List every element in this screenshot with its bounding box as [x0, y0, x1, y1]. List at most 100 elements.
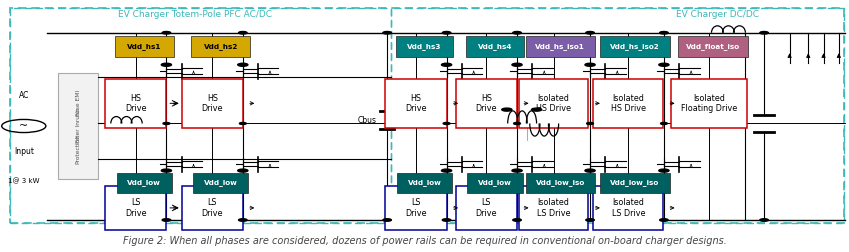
Bar [385, 186, 447, 230]
Bar [467, 173, 522, 193]
Bar [191, 36, 250, 57]
Circle shape [660, 219, 668, 221]
Circle shape [587, 122, 593, 124]
Circle shape [760, 32, 768, 34]
Circle shape [162, 219, 171, 221]
Bar [385, 79, 447, 128]
Bar [115, 36, 174, 57]
Text: LS
Drive: LS Drive [405, 198, 427, 217]
Text: Vdd_low: Vdd_low [408, 179, 441, 186]
Circle shape [531, 108, 542, 111]
Circle shape [161, 169, 171, 172]
Circle shape [760, 219, 768, 221]
Circle shape [162, 32, 171, 34]
Bar [117, 173, 171, 193]
Circle shape [514, 122, 520, 124]
Bar [10, 8, 844, 223]
Text: Input: Input [14, 147, 34, 156]
Circle shape [513, 219, 521, 221]
Text: LS
Drive: LS Drive [201, 198, 223, 217]
Text: Isolated
LS Drive: Isolated LS Drive [611, 198, 645, 217]
Circle shape [443, 122, 450, 124]
Circle shape [512, 169, 522, 172]
Bar [671, 79, 747, 128]
Text: Filter Inrush: Filter Inrush [76, 109, 81, 143]
Bar [182, 186, 243, 230]
Text: EV Charger DC/DC: EV Charger DC/DC [676, 10, 759, 19]
Bar [678, 36, 748, 57]
Text: LS
Drive: LS Drive [125, 198, 147, 217]
Bar [526, 36, 595, 57]
Circle shape [442, 219, 451, 221]
Bar [466, 36, 524, 57]
Circle shape [586, 219, 594, 221]
Bar [10, 8, 391, 223]
Circle shape [512, 63, 522, 66]
Bar [593, 186, 663, 230]
Circle shape [239, 32, 247, 34]
Bar [519, 186, 588, 230]
Bar [526, 173, 595, 193]
Text: Isolated
Floating Drive: Isolated Floating Drive [681, 94, 737, 113]
Text: Isolated
LS Drive: Isolated LS Drive [537, 198, 571, 217]
Bar [396, 36, 453, 57]
Circle shape [441, 63, 452, 66]
Circle shape [441, 169, 452, 172]
Text: Isolated
HS Drive: Isolated HS Drive [536, 94, 571, 113]
Circle shape [161, 63, 171, 66]
Text: 1@ 3 kW: 1@ 3 kW [8, 178, 40, 185]
Text: Vdd_low_iso: Vdd_low_iso [536, 179, 585, 186]
Circle shape [383, 32, 391, 34]
Circle shape [442, 32, 451, 34]
Bar [456, 186, 517, 230]
Circle shape [502, 108, 512, 111]
Text: Vdd_hs1: Vdd_hs1 [127, 43, 161, 50]
Text: HS
Drive: HS Drive [201, 94, 223, 113]
Text: ~: ~ [20, 121, 28, 131]
Circle shape [660, 32, 668, 34]
Text: LS
Drive: LS Drive [475, 198, 498, 217]
Bar [105, 186, 166, 230]
Bar [396, 173, 452, 193]
Circle shape [163, 122, 170, 124]
Circle shape [513, 32, 521, 34]
Text: AC: AC [19, 91, 29, 100]
Circle shape [238, 63, 248, 66]
Text: EV Charger Totem-Pole PFC AC/DC: EV Charger Totem-Pole PFC AC/DC [118, 10, 273, 19]
Circle shape [238, 169, 248, 172]
Bar [105, 79, 166, 128]
Text: HS
Drive: HS Drive [475, 94, 498, 113]
Circle shape [586, 32, 594, 34]
Bar [391, 8, 844, 223]
Text: Fuse EMI: Fuse EMI [76, 90, 81, 116]
Circle shape [585, 63, 595, 66]
Bar [600, 173, 670, 193]
Text: Protection: Protection [76, 134, 81, 164]
Bar [593, 79, 663, 128]
Bar [456, 79, 517, 128]
Text: Isolated
HS Drive: Isolated HS Drive [610, 94, 646, 113]
Circle shape [585, 169, 595, 172]
Text: Vdd_hs4: Vdd_hs4 [478, 43, 512, 50]
Text: Vdd_hs3: Vdd_hs3 [408, 43, 441, 50]
Text: Vdd_float_iso: Vdd_float_iso [686, 43, 740, 50]
Bar [193, 173, 248, 193]
Circle shape [239, 122, 246, 124]
Circle shape [239, 219, 247, 221]
Circle shape [659, 63, 669, 66]
Text: Vdd_hs_iso1: Vdd_hs_iso1 [536, 43, 585, 50]
Text: Figure 2: When all phases are considered, dozens of power rails can be required : Figure 2: When all phases are considered… [122, 236, 727, 246]
Text: Vdd_low: Vdd_low [204, 179, 238, 186]
Text: Vdd_low: Vdd_low [478, 179, 512, 186]
Text: HS
Drive: HS Drive [125, 94, 147, 113]
Bar [519, 79, 588, 128]
Circle shape [661, 122, 667, 124]
Circle shape [659, 169, 669, 172]
Text: HS
Drive: HS Drive [405, 94, 427, 113]
Text: Vdd_hs_iso2: Vdd_hs_iso2 [610, 43, 660, 50]
Text: Vdd_low: Vdd_low [127, 179, 161, 186]
Bar [600, 36, 670, 57]
Text: Vdd_hs2: Vdd_hs2 [204, 43, 238, 50]
Text: Vdd_low_iso: Vdd_low_iso [610, 179, 660, 186]
Circle shape [383, 219, 391, 221]
